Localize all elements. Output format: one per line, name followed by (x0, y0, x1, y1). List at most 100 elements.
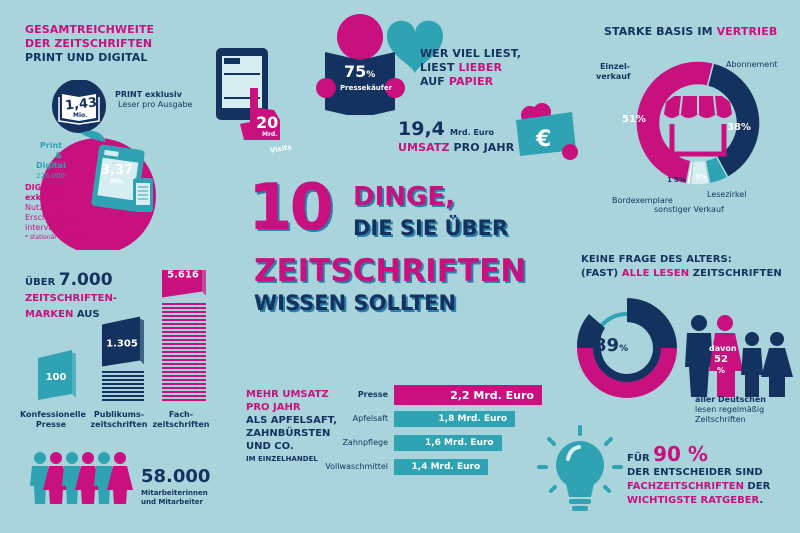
buyers-percent: % (366, 70, 376, 80)
sales-label-bordexemplare: Bordexemplare (612, 196, 673, 205)
brands-cat-1: Publikums-zeitschriften (88, 410, 150, 430)
sales-value-4: 1 (667, 176, 672, 184)
brands-cat-2-l2: zeitschriften (152, 420, 210, 429)
both-label: Print & Digital 226.000 (36, 141, 66, 181)
decider-line3a: FACHZEITSCHRIFTEN (627, 481, 744, 492)
brands-cat-2: Fach-zeitschriften (150, 410, 212, 430)
brands-title: ÜBER 7.000 ZEITSCHRIFTEN- MARKEN AUS (25, 272, 117, 323)
brands-bar-chart: 100 1.305 5.616 (38, 270, 206, 401)
umsatz-bar-2: 1,6 Mrd. Euro (394, 435, 502, 451)
umsatz-bar-label-1: Apfelsaft (352, 414, 388, 423)
reader-hand-right (385, 78, 405, 98)
age-ring-seg3 (576, 314, 605, 348)
sales-value-3: 5% (674, 176, 686, 184)
umsatz-bar-label-3: Vollwaschmittel (325, 462, 388, 471)
age-ring-seg2 (577, 348, 677, 398)
buyers-text3b: PAPIER (448, 75, 494, 88)
sales-title-b: VERTRIEB (716, 25, 778, 38)
sales-value-0: 51% (622, 114, 646, 125)
revenue-unit: Mrd. Euro (449, 128, 495, 137)
tablet-icon (91, 144, 145, 212)
decider-text: FÜR 90 % DER ENTSCHEIDER SIND FACHZEITSC… (627, 444, 771, 508)
decider-line3b: DER (743, 481, 771, 492)
brands-cat-2-l1: Fach- (168, 410, 194, 419)
visits-graphic (216, 48, 280, 140)
brands-cat-0: Konfessionelle Presse (20, 410, 86, 430)
revenue-label: UMSATZ PRO JAHR (398, 141, 514, 155)
open-magazine-icon (325, 52, 395, 115)
people-group-icon (30, 452, 133, 504)
umsatz-title2: PRO JAHR (246, 402, 301, 413)
brands-cat-0-l2: Presse (35, 420, 67, 429)
brand-bar-label-0: 100 (46, 372, 67, 383)
age-ring-seg4 (627, 314, 661, 348)
both-label2: Digital (36, 161, 66, 170)
umsatz-bar-3: 1,4 Mrd. Euro (394, 459, 489, 475)
brands-title-e: AUS (73, 309, 100, 320)
reach-title-line3: PRINT UND DIGITAL (25, 51, 148, 64)
buyers-text2a: LIEST (420, 61, 459, 74)
print-label-title: PRINT exklusiv (115, 90, 182, 99)
brand-bar-label-1: 1.305 (106, 339, 138, 350)
buyers-text2b: LIEBER (458, 61, 503, 74)
age-caption1: aller Deutschen (695, 395, 766, 404)
digital-sub1: Nutzer pro (25, 203, 68, 212)
brands-cat-0-l1: Konfessionelle (20, 410, 86, 419)
age-davon: davon (709, 344, 737, 353)
age-sub-value: 52 (714, 354, 728, 365)
umsatz-title: MEHR UMSATZ PRO JAHR ALS APFELSAFT, ZAHN… (246, 388, 337, 466)
digital-value: 3,37 (101, 163, 134, 178)
sales-label-einzelverkauf: Einzel-verkauf (596, 62, 630, 82)
brand-bar-label-2: 5.616 (167, 270, 199, 281)
digital-unit: Mio. (110, 178, 125, 185)
brands-title-a: ÜBER (25, 277, 59, 288)
revenue-value: 19,4 (398, 118, 445, 140)
sales-donut-chart (635, 60, 761, 186)
reach-title: GESAMTREICHWEITE DER ZEITSCHRIFTEN PRINT… (25, 23, 154, 65)
donut-slice-abonnement (706, 62, 761, 179)
heart-icon (387, 20, 443, 74)
age-title2b: ALLE LESEN (621, 268, 690, 279)
sales-label-sonstiger: sonstiger Verkauf (654, 205, 724, 214)
buyers-label: Pressekäufer (340, 84, 393, 92)
visits-value: 20 (256, 113, 279, 132)
person-icon (107, 452, 133, 504)
headline-number: 10 (248, 171, 334, 245)
sales-value-2: 5% (695, 173, 707, 181)
open-book-icon (58, 94, 100, 125)
brands-title-d: MARKEN (25, 309, 74, 320)
employees-label: Mitarbeiterinnen und Mitarbeiter (141, 489, 208, 507)
age-sub: davon 52 % (709, 343, 737, 376)
age-title1: KEINE FRAGE DES ALTERS: (581, 254, 732, 265)
age-ring-seg1 (627, 298, 677, 348)
age-caption3: Zeitschriften (695, 415, 746, 424)
age-sub-percent: % (716, 366, 725, 375)
umsatz-title4: ZAHNBÜRSTEN (246, 428, 331, 439)
brand-bar-0: 100 (38, 350, 76, 400)
umsatz-bar-1: 1,8 Mrd. Euro (394, 411, 516, 427)
digital-sub3: intervall (25, 223, 58, 232)
print-label: PRINT exklusiv Leser pro Ausgabe (115, 90, 192, 110)
person-icon (62, 452, 82, 504)
buyers-graphic (316, 14, 443, 115)
reader-head (337, 14, 383, 60)
age-ring-chart (576, 298, 677, 398)
brand-bar-2: 5.616 (162, 270, 206, 401)
buyers-text3a: AUF (420, 75, 449, 88)
smartphone-icon (133, 178, 153, 212)
decider-line1b: 90 % (653, 442, 708, 466)
digital-sub2: Erscheinungs- (25, 213, 82, 222)
sales-title-a: STARKE BASIS IM (604, 25, 717, 38)
donut-slice-einzelverkauf (635, 60, 715, 185)
age-number: 89 (594, 335, 620, 356)
employees-value: 58.000 (141, 466, 211, 487)
brands-title-b: 7.000 (58, 270, 113, 290)
revenue-label-b: PRO JAHR (449, 141, 515, 154)
visits-unit: Mrd. (262, 131, 278, 138)
person-icon (30, 452, 50, 504)
reach-title-line1: GESAMTREICHWEITE (25, 23, 155, 36)
umsatz-title5: UND CO. (246, 441, 294, 452)
headline-line4: WISSEN SOLLTEN (254, 291, 457, 315)
store-icon (664, 96, 732, 157)
decider-line1a: FÜR (627, 453, 654, 464)
